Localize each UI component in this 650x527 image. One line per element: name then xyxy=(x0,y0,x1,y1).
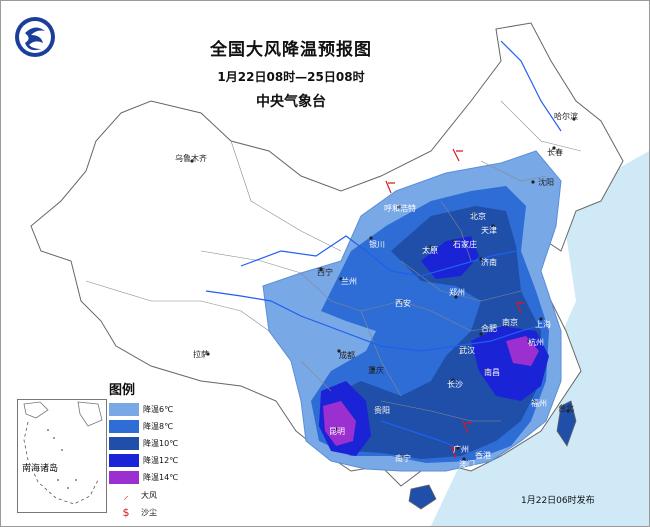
rivers xyxy=(205,40,562,452)
city-label-nanjing: 南京 xyxy=(502,318,518,327)
legend-swatch xyxy=(109,471,139,484)
legend-label: 降温14℃ xyxy=(143,473,179,482)
city-label-wuhan: 武汉 xyxy=(459,346,475,355)
city-label-taiyuan: 太原 xyxy=(422,246,438,255)
wind-symbol xyxy=(385,180,395,194)
city-label-jinan: 济南 xyxy=(481,258,497,267)
cooling-zone-14-east xyxy=(506,336,539,366)
city-label-lanzhou: 兰州 xyxy=(341,277,357,286)
map-legend: 图例 降温6℃ 降温8℃ 降温10℃ 降温12℃ 降温14℃ ⸝ 大风 $ 沙尘 xyxy=(109,379,178,520)
wind-icon: ⸝ xyxy=(123,489,129,502)
forecast-period: 1月22日08时—25日08时 xyxy=(217,70,365,84)
city-dots xyxy=(190,117,576,461)
city-label-guiyang: 贵阳 xyxy=(374,406,390,415)
city-label-changchun: 长春 xyxy=(547,148,563,157)
legend-item: 降温12℃ xyxy=(109,452,178,469)
city-label-yinchuan: 银川 xyxy=(369,240,385,249)
inset-label: 南海诸岛 xyxy=(22,464,59,474)
city-label-beijing: 北京 xyxy=(470,212,486,221)
legend-item: 降温6℃ xyxy=(109,401,178,418)
city-label-zhengzhou: 郑州 xyxy=(449,288,465,297)
dust-icon: $ xyxy=(122,506,130,519)
city-label-xining: 西宁 xyxy=(317,268,333,277)
legend-label: 降温12℃ xyxy=(143,456,179,465)
city-label-harbin: 哈尔滨 xyxy=(554,112,578,121)
city-label-shenyang: 沈阳 xyxy=(538,178,554,187)
issued-time: 1月22日06时发布 xyxy=(521,496,595,506)
city-label-hangzhou: 杭州 xyxy=(528,338,544,347)
south-china-sea-inset: 南海诸岛 xyxy=(17,399,107,513)
cooling-zone-10 xyxy=(331,206,541,459)
legend-label: 沙尘 xyxy=(141,508,157,517)
city-label-xian: 西安 xyxy=(395,299,411,308)
wind-symbol xyxy=(515,300,525,314)
wind-symbol xyxy=(462,420,472,434)
legend-label: 大风 xyxy=(141,491,157,500)
hainan-island xyxy=(408,484,437,510)
legend-swatch xyxy=(109,420,139,433)
city-label-chengdu: 成都 xyxy=(339,351,355,360)
inset-map xyxy=(23,401,103,505)
map-title: 全国大风降温预报图 xyxy=(210,40,372,60)
city-label-nanning: 南宁 xyxy=(395,454,411,463)
legend-swatch xyxy=(109,454,139,467)
issuer-name: 中央气象台 xyxy=(256,94,326,110)
legend-item: 降温14℃ xyxy=(109,469,178,486)
city-label-macau: 澳门 xyxy=(459,460,475,469)
city-label-lhasa: 拉萨 xyxy=(193,350,209,359)
wind-symbol xyxy=(452,148,463,162)
legend-item: 降温10℃ xyxy=(109,435,178,452)
legend-item: 降温8℃ xyxy=(109,418,178,435)
cooling-zone-12 xyxy=(421,236,479,279)
city-label-tianjin: 天津 xyxy=(481,226,497,235)
city-label-kunming: 昆明 xyxy=(329,427,345,436)
legend-title: 图例 xyxy=(109,383,136,398)
city-label-shijiazhuang: 石家庄 xyxy=(453,240,477,249)
city-label-fuzhou: 福州 xyxy=(531,399,547,408)
city-label-chongqing: 重庆 xyxy=(368,366,384,375)
city-label-hongkong: 香港 xyxy=(475,451,491,460)
city-label-taibei: 台北 xyxy=(558,404,574,413)
legend-label: 降温10℃ xyxy=(143,439,179,448)
legend-symbol-wind: ⸝ 大风 xyxy=(119,488,178,503)
legend-swatch xyxy=(109,437,139,450)
legend-symbol-dust: $ 沙尘 xyxy=(119,505,178,520)
map-title-block: 全国大风降温预报图 1月22日08时—25日08时 中央气象台 xyxy=(206,35,376,111)
city-label-hefei: 合肥 xyxy=(481,324,497,333)
legend-swatch xyxy=(109,403,139,416)
taiwan-island xyxy=(556,400,577,447)
legend-label: 降温8℃ xyxy=(143,422,174,431)
province-borders xyxy=(85,100,582,422)
cooling-zone-14-sw xyxy=(323,401,356,446)
city-label-changsha: 长沙 xyxy=(447,380,463,389)
city-label-urumqi: 乌鲁木齐 xyxy=(175,154,207,163)
legend-label: 降温6℃ xyxy=(143,405,174,414)
city-label-nanchang: 南昌 xyxy=(484,368,500,377)
city-label-shanghai: 上海 xyxy=(535,320,551,329)
cma-logo-icon xyxy=(15,17,55,57)
city-label-guangzhou: 广州 xyxy=(453,445,469,454)
city-label-hohhot: 呼和浩特 xyxy=(384,204,416,213)
